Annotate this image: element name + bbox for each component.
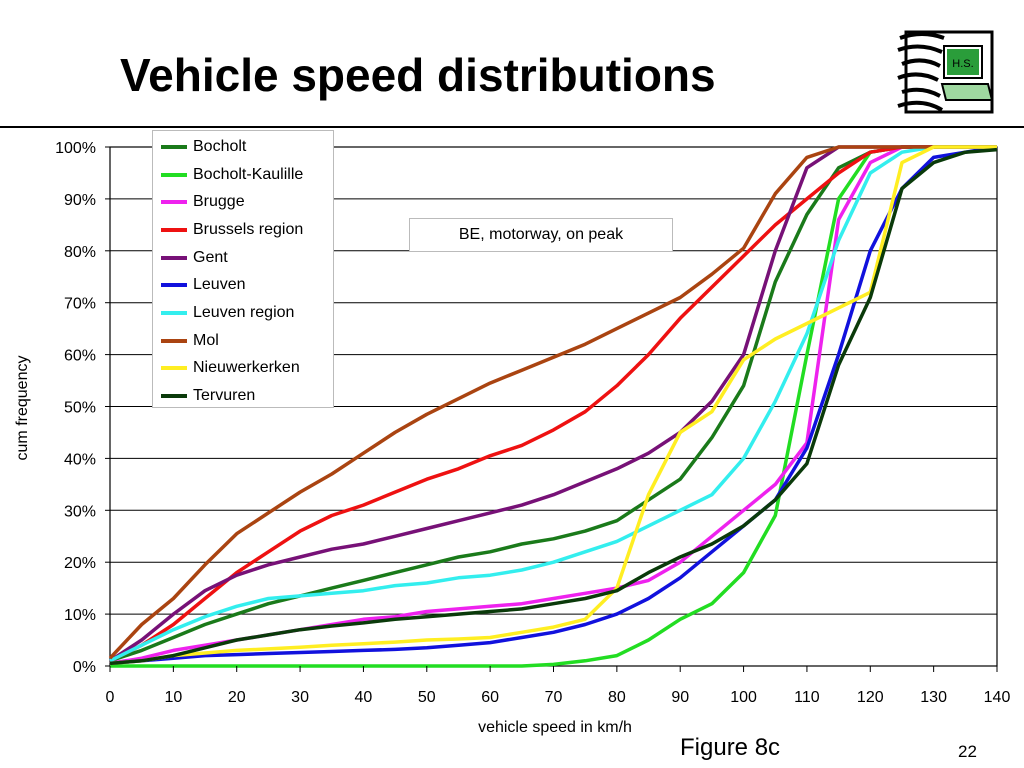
legend-item: Brugge — [153, 188, 333, 216]
y-tick-label: 10% — [64, 607, 96, 624]
legend-swatch — [161, 366, 187, 371]
series-lines — [108, 145, 998, 668]
x-tick-label: 120 — [857, 689, 884, 706]
slide-title: Vehicle speed distributions — [120, 49, 716, 101]
y-tick-label: 50% — [64, 400, 96, 417]
series-line-nieuwerkerken — [109, 145, 997, 666]
legend-item: Nieuwerkerken — [153, 355, 333, 383]
legend-label: Brussels region — [193, 220, 304, 238]
x-axis-ticks: 0 10 20 30 40 50 60 70 80 90 100 110 120 130 140 — [106, 666, 1011, 706]
x-tick-label: 40 — [355, 689, 373, 706]
x-tick-label: 20 — [228, 689, 246, 706]
legend-item: Tervuren — [153, 382, 333, 410]
logo-text: H.S. — [952, 58, 973, 70]
legend-swatch — [161, 394, 187, 399]
legend-label: Gent — [193, 248, 228, 266]
figure-caption: Figure 8c — [680, 734, 781, 761]
legend-item: Leuven — [153, 271, 333, 299]
legend-label: Brugge — [193, 193, 245, 211]
legend-swatch — [161, 227, 187, 232]
x-tick-label: 80 — [608, 689, 626, 706]
x-tick-label: 60 — [481, 689, 499, 706]
legend-label: Bocholt-Kaulille — [193, 165, 304, 183]
series-line-brussels-region — [109, 145, 997, 663]
y-tick-label: 70% — [64, 296, 96, 313]
legend-label: Tervuren — [193, 387, 256, 405]
y-tick-label: 100% — [55, 140, 96, 157]
series-line-tervuren — [109, 147, 998, 666]
legend-item: Mol — [153, 327, 333, 355]
x-tick-label: 110 — [794, 689, 820, 706]
legend-swatch — [161, 283, 187, 288]
legend-swatch — [161, 172, 187, 177]
chart-annotation: BE, motorway, on peak — [409, 218, 673, 252]
logo: H.S. — [892, 28, 996, 118]
series-line-leuven — [109, 145, 998, 666]
logo-graphic: H.S. — [897, 30, 994, 114]
legend-label: Mol — [193, 331, 219, 349]
series-line-leuven-region — [109, 145, 997, 663]
y-tick-label: 30% — [64, 503, 96, 520]
series-line-mol — [108, 145, 997, 660]
legend-item: Gent — [153, 244, 333, 272]
y-tick-label: 90% — [64, 192, 96, 209]
legend-label: Bocholt — [193, 137, 247, 155]
legend-item: Leuven region — [153, 299, 333, 327]
legend: Bocholt Bocholt-Kaulille Brugge Brussels re… — [152, 130, 334, 408]
y-tick-label: 80% — [64, 244, 96, 261]
series-line-bocholt-kaulille — [110, 145, 997, 668]
y-tick-label: 60% — [64, 348, 96, 365]
x-tick-label: 0 — [106, 689, 115, 706]
x-tick-label: 10 — [164, 689, 182, 706]
legend-swatch — [161, 338, 187, 343]
legend-item: Brussels region — [153, 216, 333, 244]
y-tick-label: 40% — [64, 451, 96, 468]
legend-swatch — [161, 255, 187, 260]
x-tick-label: 100 — [730, 689, 757, 706]
x-tick-label: 90 — [671, 689, 689, 706]
x-axis-label: vehicle speed in km/h — [478, 719, 632, 736]
x-tick-label: 30 — [291, 689, 309, 706]
legend-swatch — [161, 200, 187, 205]
x-tick-label: 140 — [984, 689, 1011, 706]
y-axis-ticks: 0% 10% 20% 30% 40% 50% 60% 70% 80% 90% 100% — [55, 140, 110, 676]
legend-label: Leuven region — [193, 303, 295, 321]
page-number: 22 — [958, 742, 977, 761]
x-tick-label: 130 — [920, 689, 947, 706]
legend-item: Bocholt — [153, 133, 333, 161]
y-tick-label: 0% — [73, 659, 96, 676]
legend-item: Bocholt-Kaulille — [153, 161, 333, 189]
series-line-bocholt — [109, 145, 997, 663]
x-tick-label: 50 — [418, 689, 436, 706]
legend-label: Leuven — [193, 276, 246, 294]
y-axis-label: cum frequency — [14, 355, 31, 461]
legend-swatch — [161, 310, 187, 315]
y-tick-label: 20% — [64, 555, 96, 572]
legend-swatch — [161, 144, 187, 149]
title-divider — [0, 126, 1024, 128]
x-tick-label: 70 — [545, 689, 563, 706]
legend-label: Nieuwerkerken — [193, 359, 300, 377]
